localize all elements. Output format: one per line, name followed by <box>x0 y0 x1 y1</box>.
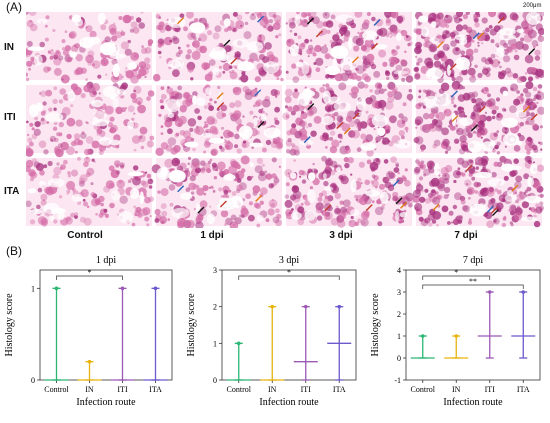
x-tick-label: Control <box>227 385 252 394</box>
x-tick-label: ITI <box>301 385 312 394</box>
significance-bracket <box>422 284 524 289</box>
row-label-in: IN <box>4 42 14 53</box>
panel-a-label: (A) <box>6 0 22 14</box>
y-axis-label: Histology score <box>370 293 381 357</box>
histology-tile-0-1 <box>152 12 284 83</box>
y-tick-label: 2 <box>213 303 217 312</box>
data-point <box>120 286 125 291</box>
panel-b-label: (B) <box>6 244 22 258</box>
histology-tile-1-3 <box>413 80 544 155</box>
significance-label: * <box>454 268 458 277</box>
significance-bracket <box>56 275 123 280</box>
scale-bar-label: 200μm <box>523 3 542 9</box>
chart-title: 1 dpi <box>96 255 117 266</box>
x-axis-label: Infection route <box>259 397 319 408</box>
histology-tile-2-1 <box>151 155 282 228</box>
significance-bracket <box>422 275 491 280</box>
histology-tile-1-0 <box>26 81 155 158</box>
y-axis-label: Histology score <box>186 293 197 357</box>
data-point <box>270 304 275 309</box>
col-label-7dpi: 7 dpi <box>454 230 478 241</box>
y-tick-label: 1 <box>397 332 401 341</box>
x-tick-label: IN <box>85 385 94 394</box>
col-label-3dpi: 3 dpi <box>329 230 353 241</box>
y-tick-label: 3 <box>397 288 401 297</box>
data-point <box>521 290 526 294</box>
x-axis-label: Infection route <box>76 397 136 408</box>
plot-frame <box>39 269 173 381</box>
histology-tile-2-3 <box>412 155 544 228</box>
row-label-ita: ITA <box>4 186 20 197</box>
x-axis-label: Infection route <box>443 397 503 408</box>
histology-tile-0-3 <box>413 12 544 84</box>
chart-3dpi: 3 dpi 0 1 2 3 Control IN ITI ITA * Histology score… <box>186 255 357 408</box>
histology-tile-2-2 <box>284 155 415 228</box>
data-point <box>303 304 308 309</box>
chart-1dpi: 1 dpi 0 1 Control IN ITI ITA * Histology score In… <box>4 255 173 408</box>
histology-tile-0-0 <box>26 12 154 84</box>
y-tick-label: 0 <box>397 354 401 363</box>
x-tick-label: Control <box>44 385 69 394</box>
data-point <box>337 304 342 309</box>
col-label-control: Control <box>67 230 103 241</box>
data-point <box>420 334 425 338</box>
x-tick-label: ITA <box>517 385 530 394</box>
histology-tile-0-2 <box>285 12 414 83</box>
histology-image-grid <box>26 12 544 228</box>
data-point <box>236 341 241 346</box>
histology-tile-1-2 <box>282 81 414 157</box>
x-tick-label: IN <box>452 385 461 394</box>
y-tick-label: 4 <box>397 266 401 275</box>
significance-label: * <box>287 268 291 277</box>
data-point <box>54 286 59 291</box>
y-axis-label: Histology score <box>4 293 15 357</box>
plot-frame <box>221 269 357 381</box>
y-tick-label: 0 <box>31 376 35 385</box>
x-tick-label: ITA <box>333 385 346 394</box>
y-tick-label: 0 <box>213 376 217 385</box>
plot-frame <box>405 269 541 381</box>
histology-tile-2-0 <box>26 156 154 227</box>
row-label-iti: ITI <box>4 112 16 123</box>
data-point <box>153 286 158 291</box>
x-tick-label: IN <box>268 385 277 394</box>
x-tick-label: ITI <box>485 385 496 394</box>
x-tick-label: Control <box>411 385 436 394</box>
y-tick-label: -1 <box>394 376 401 385</box>
histology-tile-1-1 <box>155 84 284 156</box>
significance-label: * <box>88 268 92 277</box>
data-point <box>87 359 92 364</box>
col-label-1dpi: 1 dpi <box>200 230 224 241</box>
chart-title: 3 dpi <box>279 255 300 266</box>
data-point <box>487 290 492 294</box>
y-tick-label: 1 <box>213 339 217 348</box>
y-tick-label: 1 <box>31 284 35 293</box>
y-tick-label: 3 <box>213 266 217 275</box>
data-point <box>454 334 459 338</box>
x-tick-label: ITA <box>149 385 162 394</box>
significance-label: ** <box>469 277 477 286</box>
significance-bracket <box>238 275 340 280</box>
y-tick-label: 2 <box>397 310 401 319</box>
x-tick-label: ITI <box>117 385 128 394</box>
chart-title: 7 dpi <box>463 255 484 266</box>
